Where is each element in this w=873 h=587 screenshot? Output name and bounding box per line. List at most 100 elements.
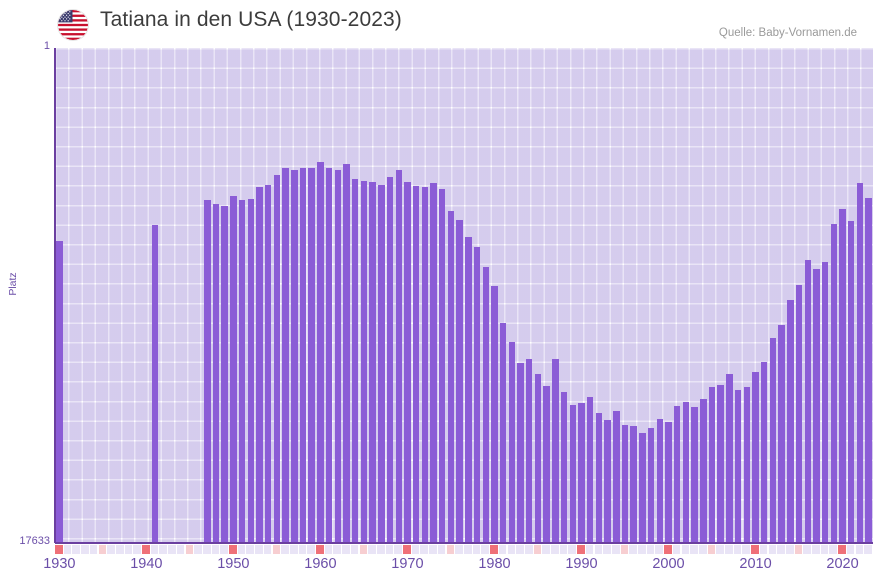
bar[interactable] — [273, 175, 281, 543]
bar[interactable] — [317, 161, 324, 543]
x-axis-tick-swatch — [142, 545, 150, 554]
x-axis-tick-swatch — [89, 545, 98, 554]
bar[interactable] — [787, 299, 794, 543]
x-axis-tick-swatch — [733, 545, 742, 554]
bar[interactable] — [499, 322, 507, 543]
x-axis-tick-labels: 1930 1940 1950 1960 1970 1980 1990 2000 2010 2020 — [43, 556, 873, 582]
bar[interactable] — [230, 196, 237, 543]
x-axis-tick-swatch — [394, 545, 402, 554]
bar[interactable] — [752, 371, 759, 543]
bar[interactable] — [212, 203, 220, 543]
bar[interactable] — [726, 373, 733, 543]
bar[interactable] — [578, 402, 585, 543]
bar[interactable] — [543, 385, 550, 543]
x-axis-tick-swatch — [229, 545, 237, 554]
bar[interactable] — [517, 363, 524, 543]
bar[interactable] — [743, 387, 751, 543]
bar[interactable] — [769, 337, 777, 543]
bar[interactable] — [621, 425, 629, 543]
bar[interactable] — [204, 200, 211, 543]
x-axis-tick-label: 2010 — [739, 556, 772, 572]
bar[interactable] — [256, 187, 263, 543]
bar[interactable] — [830, 224, 838, 543]
bar[interactable] — [708, 387, 716, 543]
bar[interactable] — [369, 182, 376, 543]
bar[interactable] — [386, 177, 394, 543]
bar[interactable] — [656, 419, 664, 543]
bar[interactable] — [151, 224, 159, 543]
bar[interactable] — [569, 405, 576, 543]
x-axis-tick-swatch — [368, 545, 376, 554]
x-axis-tick-swatch — [751, 545, 759, 554]
bar[interactable] — [821, 261, 829, 543]
x-axis-tick-swatch — [376, 545, 385, 554]
bar[interactable] — [439, 188, 446, 543]
bar[interactable] — [604, 419, 611, 543]
bar[interactable] — [856, 182, 864, 543]
bar[interactable] — [665, 421, 672, 543]
bar[interactable] — [595, 412, 603, 543]
bar[interactable] — [291, 170, 298, 543]
bar[interactable] — [586, 396, 594, 543]
bar[interactable] — [378, 184, 385, 543]
x-axis-tick-swatch — [829, 545, 838, 554]
x-axis-tick-swatch — [359, 545, 368, 554]
bar[interactable] — [717, 385, 724, 543]
bar[interactable] — [761, 362, 768, 543]
bar[interactable] — [465, 237, 472, 543]
x-axis-tick-swatch — [542, 545, 550, 554]
x-axis-tick-swatch — [115, 545, 124, 554]
bar[interactable] — [334, 170, 342, 543]
bar[interactable] — [238, 199, 246, 543]
bar[interactable] — [447, 210, 455, 543]
bar[interactable] — [508, 341, 516, 543]
bar[interactable] — [325, 168, 333, 543]
x-axis-tick-swatch — [507, 545, 516, 554]
x-axis-tick-swatch — [98, 545, 107, 554]
bar[interactable] — [343, 163, 350, 543]
bar[interactable] — [482, 267, 489, 543]
bar[interactable] — [56, 240, 63, 543]
bar[interactable] — [865, 198, 872, 543]
bar[interactable] — [839, 209, 846, 543]
x-axis-line — [55, 542, 873, 544]
bar[interactable] — [813, 269, 820, 543]
bar[interactable] — [534, 373, 542, 543]
x-axis-tick-swatch — [429, 545, 437, 554]
bar[interactable] — [804, 260, 811, 543]
bar[interactable] — [778, 324, 785, 543]
bar[interactable] — [299, 168, 307, 543]
bar[interactable] — [430, 182, 437, 543]
bar[interactable] — [848, 220, 855, 543]
plot-area — [55, 48, 873, 543]
bar[interactable] — [673, 406, 681, 543]
bar[interactable] — [421, 186, 429, 543]
bar[interactable] — [395, 169, 402, 543]
bar[interactable] — [647, 427, 655, 543]
bar[interactable] — [560, 391, 568, 543]
bar[interactable] — [700, 399, 707, 543]
bar[interactable] — [630, 425, 637, 543]
bar[interactable] — [795, 284, 803, 543]
bar[interactable] — [456, 219, 463, 543]
bar[interactable] — [412, 186, 420, 543]
bar[interactable] — [682, 401, 690, 543]
bar[interactable] — [308, 167, 315, 543]
x-axis-tick-label: 1980 — [478, 556, 511, 572]
bar[interactable] — [221, 206, 228, 543]
bar[interactable] — [526, 359, 533, 543]
bar[interactable] — [691, 407, 698, 543]
bar[interactable] — [360, 180, 368, 543]
bar[interactable] — [247, 198, 255, 543]
bar[interactable] — [491, 285, 498, 543]
bar[interactable] — [639, 432, 646, 543]
bar[interactable] — [613, 410, 620, 543]
bar[interactable] — [552, 359, 559, 543]
x-axis-tick-swatch — [455, 545, 463, 554]
bar[interactable] — [282, 168, 289, 543]
bar[interactable] — [404, 181, 411, 543]
bar[interactable] — [352, 178, 359, 543]
bar[interactable] — [264, 184, 272, 543]
bar[interactable] — [734, 390, 742, 543]
bar[interactable] — [473, 247, 481, 543]
